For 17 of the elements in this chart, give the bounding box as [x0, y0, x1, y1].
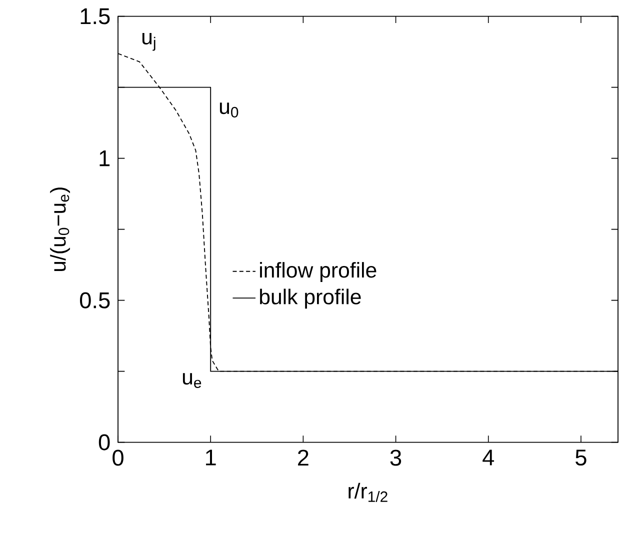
y-tick-label: 0.5 — [80, 292, 110, 308]
x-tick-label: 1 — [206, 450, 216, 466]
x-tick-label: 5 — [576, 450, 586, 466]
y-tick-label: 0 — [98, 434, 110, 450]
legend-label: inflow profile — [260, 262, 376, 282]
legend-label: bulk profile — [260, 288, 361, 308]
annotation: u$_{0}$ — [220, 102, 238, 118]
x-tick-label: 2 — [298, 450, 308, 466]
x-axis-title: r/r$_{1/2}$ — [348, 482, 388, 502]
annotation: u$_{j}$ — [142, 32, 156, 51]
y-tick-label: 1.5 — [80, 8, 110, 24]
y-axis-title: u/(u$_{0}$−u$_{e}$) — [50, 187, 70, 271]
x-tick-label: 0 — [112, 450, 124, 466]
annotation: u$_{e}$ — [182, 372, 202, 388]
y-tick-label: 1 — [100, 150, 110, 166]
x-tick-label: 4 — [482, 450, 494, 466]
x-tick-label: 3 — [390, 450, 402, 466]
